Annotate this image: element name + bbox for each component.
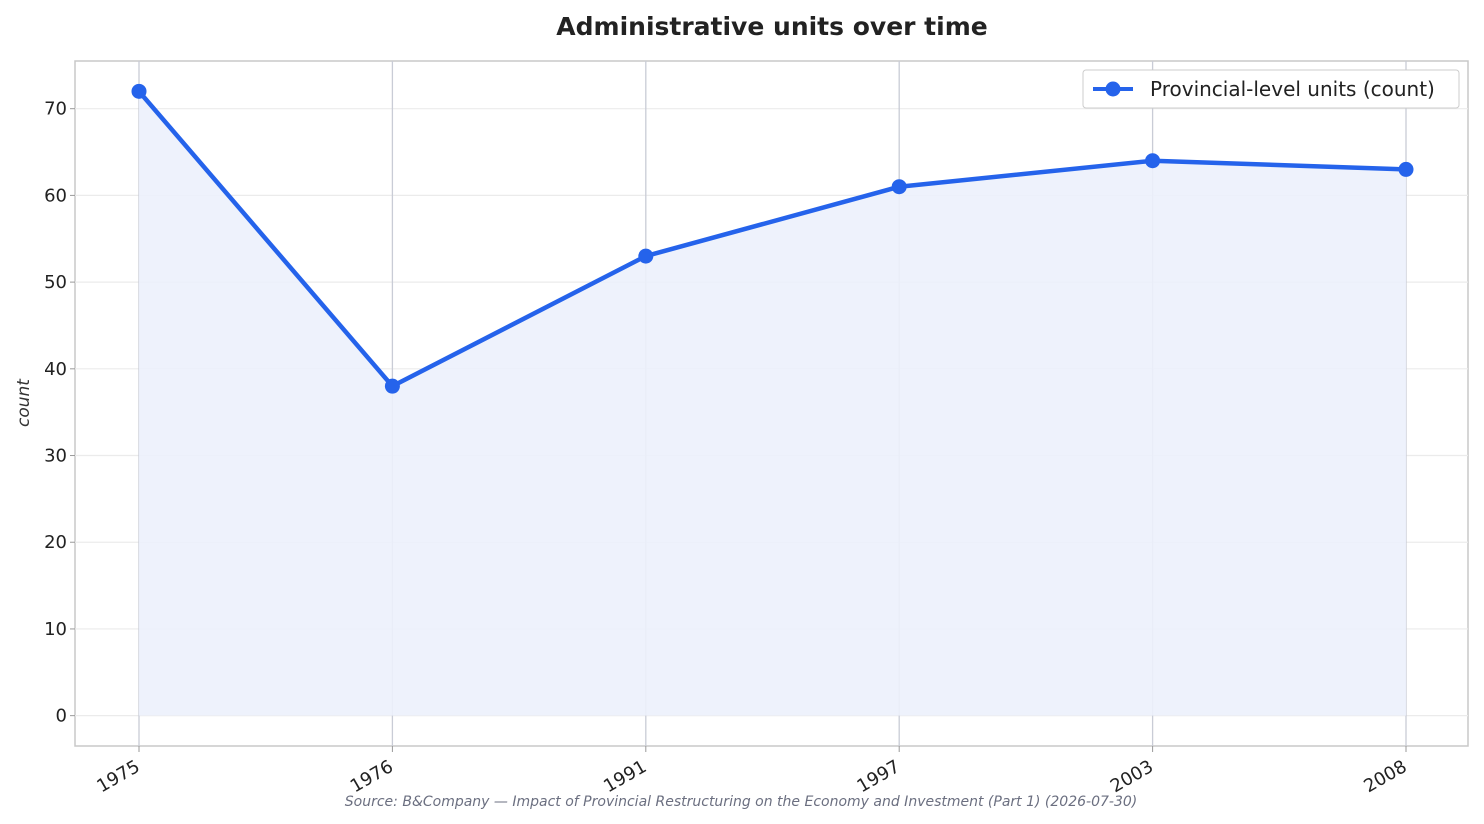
y-tick-label-30: 30 [44,446,67,467]
y-axis-label: count [14,378,34,427]
legend-marker-swatch [1105,81,1121,97]
x-tick-label-1975: 1975 [93,756,143,797]
data-point-1991 [638,248,654,264]
x-tick-label-1997: 1997 [854,756,904,797]
x-axis-ticks: 1975 1976 1991 1997 2003 2008 [93,746,1411,797]
data-point-2003 [1145,153,1161,169]
y-tick-label-70: 70 [44,99,67,120]
data-points-layer [131,83,1414,394]
area-fill [139,91,1406,716]
series-line [136,89,1409,389]
data-point-1975 [131,83,147,99]
data-point-1976 [384,378,400,394]
x-tick-label-1991: 1991 [600,756,650,797]
y-tick-label-60: 60 [44,185,67,206]
y-axis-ticks: 0 10 20 30 40 50 60 70 [44,99,75,727]
y-tick-label-50: 50 [44,272,67,293]
y-tick-label-40: 40 [44,359,67,380]
legend-box [1082,69,1460,109]
data-point-2008 [1398,161,1414,177]
source-note: Source: B&Company — Impact of Provincial… [345,794,1137,810]
x-tick-label-2003: 2003 [1107,756,1157,797]
y-tick-label-10: 10 [44,619,67,640]
legend: Provincial-level units (count) [1082,69,1460,109]
series-line-layer [136,89,1409,389]
y-tick-label-0: 0 [56,706,67,727]
y-tick-label-20: 20 [44,532,67,553]
legend-entry-label: Provincial-level units (count) [1150,77,1435,101]
x-tick-label-2008: 2008 [1360,756,1410,797]
area-fill-layer [139,91,1406,716]
chart-title: Administrative units over time [556,12,987,41]
x-tick-label-1976: 1976 [347,756,397,797]
data-point-1997 [891,179,907,195]
